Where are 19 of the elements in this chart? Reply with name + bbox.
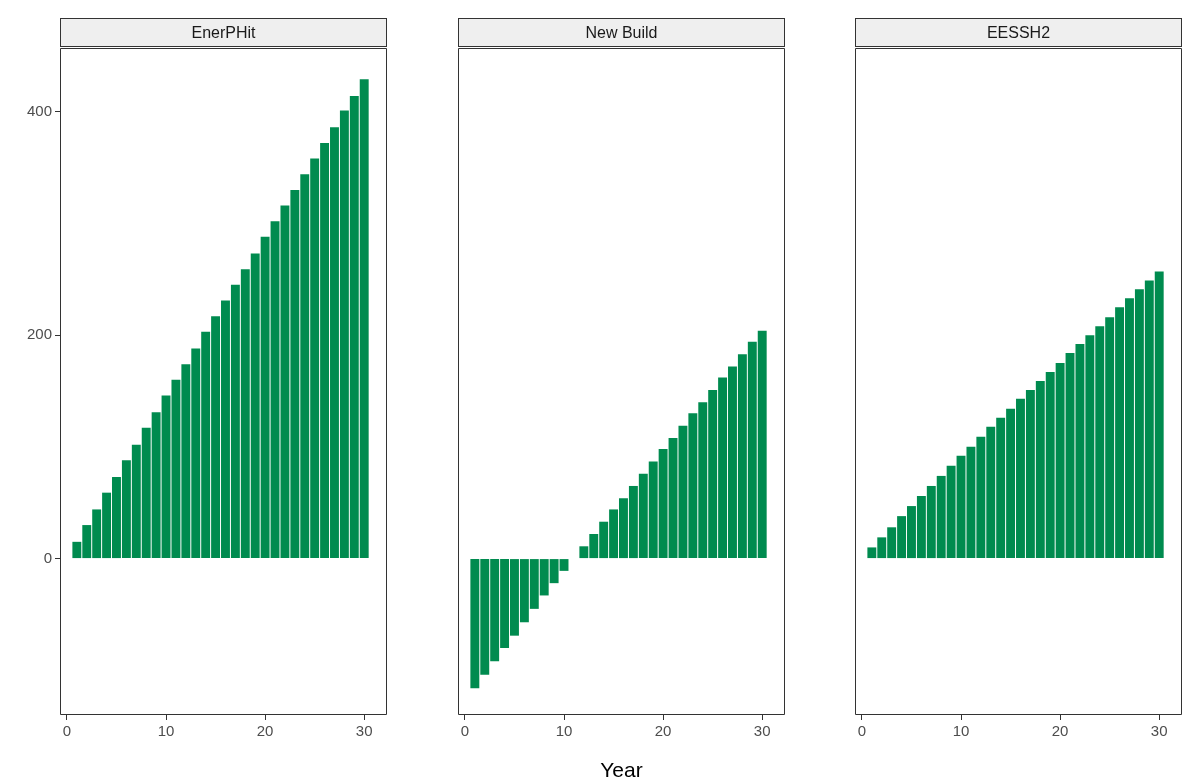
x-tick-label: 30 <box>355 722 373 740</box>
x-tick-label: 0 <box>62 722 72 740</box>
x-tick-label: 30 <box>1150 722 1168 740</box>
x-tick-label: 30 <box>753 722 771 740</box>
x-tick-label: 0 <box>460 722 470 740</box>
y-tick-label: 400 <box>26 101 52 119</box>
y-tick-label: 200 <box>26 325 52 343</box>
chart-title: EESSH2 <box>855 18 1182 47</box>
x-tick-label: 10 <box>157 722 175 740</box>
chart-title: EnerPHit <box>60 18 387 47</box>
x-tick-label: 10 <box>555 722 573 740</box>
x-tick-label: 10 <box>952 722 970 740</box>
x-tick-label: 20 <box>654 722 672 740</box>
x-axis-title: Year <box>600 758 643 782</box>
chart-title: New Build <box>458 18 785 47</box>
x-tick-label: 20 <box>256 722 274 740</box>
y-tick-label: 0 <box>43 548 52 566</box>
x-tick-label: 20 <box>1051 722 1069 740</box>
x-tick-label: 0 <box>857 722 867 740</box>
